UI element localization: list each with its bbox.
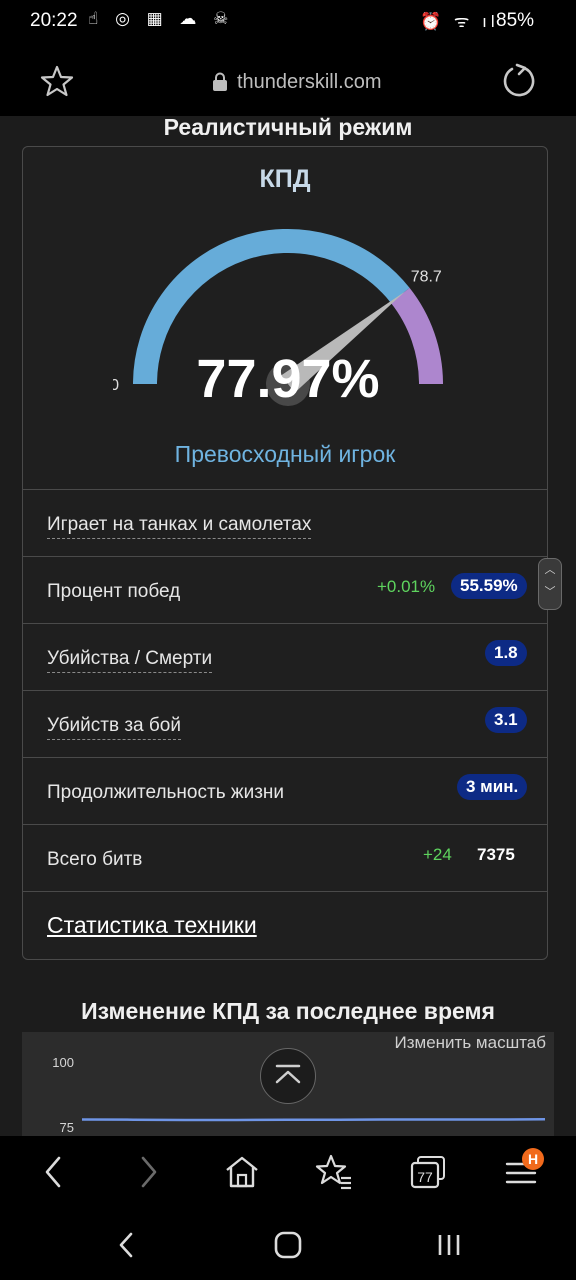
kpd-history-chart: 100 75 Изменить масштаб xyxy=(22,1032,554,1136)
bookmark-star-icon[interactable] xyxy=(40,64,74,98)
bookmarks-icon[interactable] xyxy=(314,1152,354,1192)
reload-icon[interactable] xyxy=(500,62,538,100)
gauge-arc-high xyxy=(390,287,443,385)
kills-per-battle-label[interactable]: Убийств за бой xyxy=(47,715,181,740)
kd-label[interactable]: Убийства / Смерти xyxy=(47,648,213,673)
stat-row-battles: Всего битв +24 7375 xyxy=(23,824,547,891)
scroll-to-top-icon[interactable] xyxy=(260,1048,316,1104)
gauge-marker-label: 78.7 xyxy=(411,268,442,285)
scroll-handle[interactable]: ︿ ﹀ xyxy=(538,558,562,610)
chart-y-tick-label: 100 xyxy=(52,1055,74,1070)
gauge-min-label: 0 xyxy=(113,377,119,394)
stat-row-lifetime: Продолжительность жизни 3 мин. xyxy=(23,757,547,824)
kpd-title: КПД xyxy=(259,165,311,193)
kills-per-battle-badge: 3.1 xyxy=(485,707,527,733)
battles-label: Всего битв xyxy=(47,849,143,870)
chart-y-tick-label: 75 xyxy=(60,1120,74,1135)
battles-value: 7375 xyxy=(477,845,515,864)
gauge-arc-main xyxy=(133,228,410,385)
status-time: 20:22 xyxy=(30,10,78,31)
winrate-label: Процент побед xyxy=(47,581,181,602)
kpd-gauge: 77.97% 0 100 78.7 xyxy=(113,228,443,409)
winrate-delta: +0.01% xyxy=(377,577,436,596)
winrate-badge: 55.59% xyxy=(451,573,527,599)
forward-icon[interactable] xyxy=(128,1152,168,1192)
tabs-count: 77 xyxy=(417,1169,433,1185)
status-system-icons: ⏰ ᯤ ıl xyxy=(420,12,499,31)
lifetime-badge: 3 мин. xyxy=(457,774,528,800)
chevron-up-icon: ︿ xyxy=(544,564,556,576)
stat-row-plays-on: Играет на танках и самолетах xyxy=(23,489,547,556)
recent-apps-icon[interactable] xyxy=(434,1230,464,1260)
system-navigation-bar xyxy=(0,1210,576,1280)
browser-bottom-bar: 77 H xyxy=(0,1136,576,1210)
system-back-icon[interactable] xyxy=(112,1230,140,1260)
gauge-needle xyxy=(281,291,405,393)
stat-row-kd: Убийства / Смерти 1.8 xyxy=(23,623,547,690)
chevron-down-icon: ﹀ xyxy=(544,586,556,598)
system-home-icon[interactable] xyxy=(272,1230,304,1260)
chart-series-line xyxy=(81,1118,546,1122)
url-text: thunderskill.com xyxy=(237,70,382,93)
browser-toolbar: thunderskill.com xyxy=(0,44,576,116)
player-rating: Превосходный игрок xyxy=(174,441,396,467)
stat-row-tech: Статистика техники xyxy=(23,891,547,958)
chart-svg: 100 75 xyxy=(52,1055,546,1135)
kpd-card: КПД 77.97% 0 100 78.7 Превосходный игрок… xyxy=(22,146,548,960)
battery-level: 85% xyxy=(496,10,535,31)
change-zoom-button[interactable]: Изменить масштаб xyxy=(394,1033,546,1052)
status-notification-icons: ☝ ◎ ▦ ☁ ☠ xyxy=(88,9,235,28)
address-bar[interactable]: thunderskill.com xyxy=(212,68,382,96)
stat-row-winrate: Процент побед +0.01% 55.59% xyxy=(23,556,547,623)
stat-row-kills-per-battle: Убийств за бой 3.1 xyxy=(23,690,547,757)
kpd-history-title: Изменение КПД за последнее время xyxy=(81,998,495,1024)
lock-icon xyxy=(213,72,227,91)
home-icon[interactable] xyxy=(222,1152,262,1192)
lifetime-label: Продолжительность жизни xyxy=(47,782,285,803)
gauge-value: 77.97% xyxy=(196,349,379,409)
notification-badge: H xyxy=(522,1148,544,1170)
kd-badge: 1.8 xyxy=(485,640,527,666)
battles-delta: +24 xyxy=(423,845,452,864)
plays-on-label[interactable]: Играет на танках и самолетах xyxy=(47,514,312,539)
page-title: Реалистичный режим xyxy=(163,114,413,140)
status-bar: 20:22 ☝ ◎ ▦ ☁ ☠ ⏰ ᯤ ıl 85% xyxy=(0,0,576,44)
back-icon[interactable] xyxy=(34,1152,74,1192)
vehicle-stats-link[interactable]: Статистика техники xyxy=(47,912,257,938)
tabs-icon[interactable]: 77 xyxy=(408,1152,448,1192)
